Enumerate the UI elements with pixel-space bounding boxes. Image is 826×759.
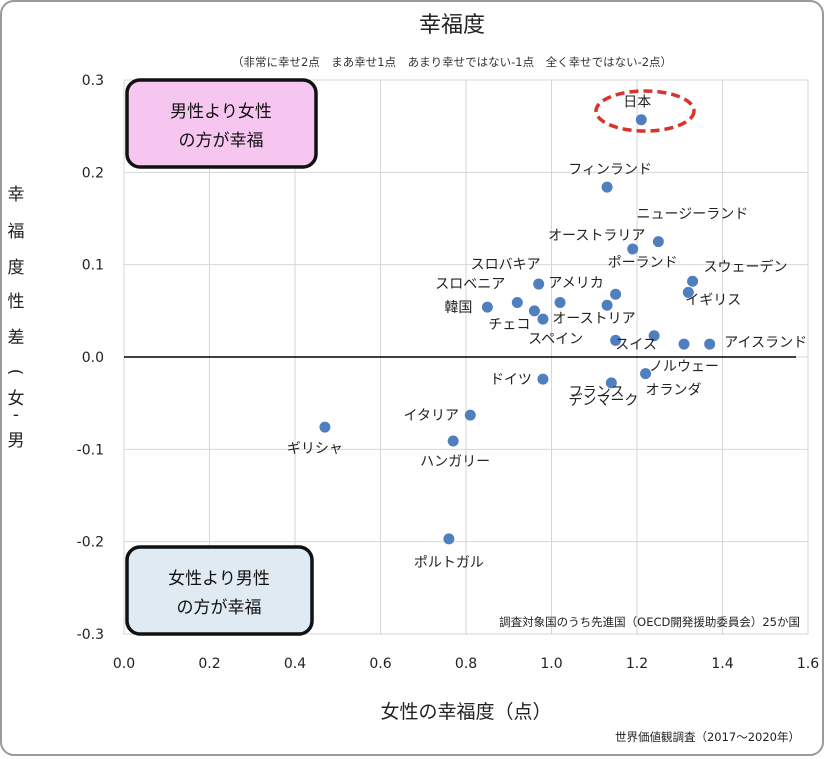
x-tick-label: 1.4 [711,656,733,672]
box-bottom-line2: の方が幸福 [177,598,262,618]
data-point [601,181,613,193]
point-label: ニュージーランド [637,207,749,223]
point-label: スペイン [528,331,583,347]
data-point [481,301,493,313]
y-axis-label-char: 性 [8,292,25,312]
y-tick-label: -0.2 [77,535,104,551]
data-point [640,368,652,380]
y-tick-label: 0.1 [82,258,104,274]
point-label: ドイツ [490,372,532,388]
box-bottom-annotation: 女性より男性 の方が幸福 [125,545,314,636]
data-point [443,533,455,545]
data-point [533,278,545,290]
box-bottom-line1: 女性より男性 [168,569,270,589]
data-point [319,421,331,433]
point-label: オーストラリア [548,228,645,244]
source-note: 世界価値観調査（2017～2020年） [615,730,800,744]
data-point [554,297,566,309]
point-label: ポルトガル [414,555,484,571]
data-point [704,338,716,350]
data-point [528,305,540,317]
y-axis-label-char: 幸 [8,185,25,205]
data-point [648,330,660,342]
data-point [605,377,617,389]
x-axis-label: 女性の幸福度（点） [380,701,551,723]
point-label: アメリカ [548,276,603,292]
data-point [537,313,549,325]
y-tick-label: 0.2 [82,165,104,181]
point-label: スロバキア [471,257,541,273]
y-axis-label-char: 度 [8,258,25,278]
x-tick-label: 1.2 [626,656,648,672]
point-label: スイス [615,337,657,353]
x-tick-labels: 0.0 0.2 0.4 0.6 0.8 1.0 1.2 1.4 1.6 [113,656,819,672]
box-top-line1: 男性より女性 [170,102,272,122]
point-label: フィンランド [568,162,652,178]
data-point [610,334,622,346]
data-point [447,435,459,447]
y-tick-label: 0.3 [82,73,104,89]
x-tick-label: 0.6 [369,656,391,672]
point-label: オランダ [646,383,702,399]
data-point [537,373,549,385]
scope-note: 調査対象国のうち先進国（OECD開発援助委員会）25か国 [499,615,800,629]
y-axis-label-char: 女 [8,389,25,409]
x-tick-label: 1.0 [540,656,562,672]
chart-title: 幸福度 [419,13,485,38]
y-tick-label: 0.0 [82,350,104,366]
y-tick-labels: 0.3 0.2 0.1 0.0 -0.1 -0.2 -0.3 [77,73,104,643]
data-point [511,297,523,309]
x-tick-label: 1.6 [797,656,819,672]
point-label: ポーランド [608,255,678,271]
y-axis-label-char: - [13,405,19,425]
point-label: 日本 [623,95,651,111]
y-axis-label-char: 福 [8,222,25,242]
data-point [627,243,639,255]
y-axis-label-char: 差 [8,328,25,348]
point-label: アイスランド [724,335,807,351]
point-label: チェコ [488,317,530,333]
point-label: イギリス [685,292,741,308]
point-label: ハンガリー [420,454,490,470]
point-label: イタリア [404,408,459,424]
data-point [464,409,476,421]
point-label: フランス [569,385,625,401]
point-label: ノルウェー [649,359,719,375]
data-point [610,288,622,300]
data-point [687,275,699,287]
box-top-line2: の方が幸福 [179,131,264,151]
x-tick-label: 0.0 [113,656,135,672]
point-label: デンマーク [568,392,638,409]
y-axis-label-char: 男 [8,431,25,451]
point-label: スウェーデン [704,258,788,275]
x-tick-label: 0.2 [198,656,220,672]
data-point [601,299,613,311]
chart-subtitle: （非常に幸せ2点 まあ幸せ1点 あまり幸せではない-1点 全く幸せではない-2点… [232,55,672,69]
x-tick-label: 0.4 [284,656,306,672]
point-label: オーストリア [552,311,635,327]
y-axis-label-char: ( [5,369,25,376]
japan-highlight-ellipse [594,89,696,133]
y-tick-label: -0.1 [77,442,104,458]
data-point [635,114,647,126]
y-tick-label: -0.3 [77,627,104,643]
data-point [652,236,664,248]
x-tick-label: 0.8 [455,656,477,672]
data-points [319,114,716,545]
data-point [682,286,694,298]
box-top-annotation: 男性より女性 の方が幸福 [125,78,318,169]
point-label: ギリシャ [287,441,343,457]
data-point [678,338,690,350]
point-label: 韓国 [444,300,472,316]
point-label: スロベニア [435,277,505,293]
